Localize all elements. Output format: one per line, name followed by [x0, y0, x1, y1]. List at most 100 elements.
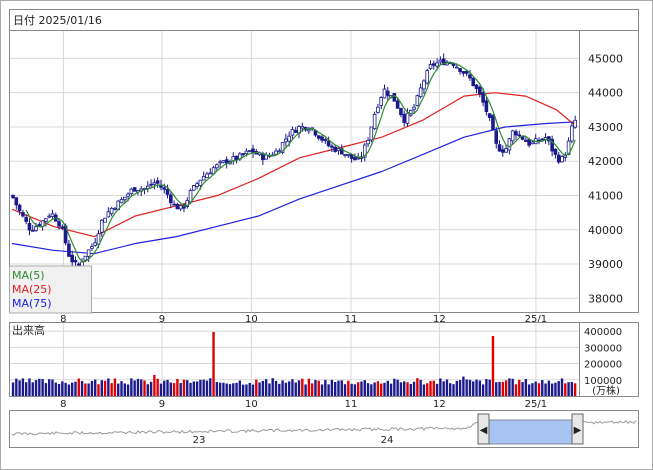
navigator-selected-range[interactable] [485, 419, 573, 445]
candle-body [30, 229, 35, 232]
volume-bar [67, 384, 71, 396]
volume-bar [146, 384, 150, 396]
candle-body [60, 226, 65, 229]
candle-body [76, 263, 81, 266]
volume-bar [51, 379, 54, 396]
volume-bar [310, 383, 314, 396]
volume-bar [570, 381, 574, 396]
volume-bar [472, 381, 475, 396]
volume-bar [550, 383, 554, 396]
candle-body [461, 71, 466, 74]
candle-body [287, 135, 291, 142]
volume-bar [153, 374, 156, 396]
volume-bar [179, 383, 182, 396]
volume-bar [209, 378, 212, 396]
volume-bar [396, 379, 399, 396]
candle-body [129, 188, 134, 194]
price-panel: 45000 44000 43000 42000 41000 40000 39000 38000… [9, 30, 639, 325]
volume-bar [573, 383, 577, 396]
volume-bar [77, 378, 80, 396]
volume-bar [133, 380, 136, 396]
candle-body [425, 70, 430, 84]
price-grid [10, 31, 579, 312]
volume-bar [468, 379, 472, 396]
volume-bar [97, 384, 100, 396]
candle-body [172, 203, 176, 206]
candle-body [34, 226, 38, 231]
candle-body [27, 222, 32, 231]
navigator-year-23: 23 [193, 435, 206, 446]
volume-bar [241, 384, 245, 396]
candle-body [573, 119, 577, 128]
candle-body [293, 129, 298, 133]
candle-body [247, 150, 252, 153]
candle-body [132, 187, 137, 192]
volume-bar [80, 381, 84, 396]
candle-body [70, 254, 74, 263]
ma75-line [11, 121, 578, 255]
volume-bar [350, 383, 353, 396]
volume-bar [274, 380, 278, 396]
candle-body [435, 62, 439, 67]
candle-body [149, 183, 153, 186]
candle-body [428, 64, 433, 70]
candle-body [244, 150, 249, 154]
volume-bar [31, 382, 34, 396]
volume-bar [251, 384, 255, 396]
candle-body [501, 149, 505, 153]
volume-bar [264, 379, 268, 396]
navigator-left-handle[interactable] [477, 413, 490, 445]
volume-bar [449, 383, 452, 396]
price-y-tick: 45000 [588, 52, 623, 65]
volume-bars [11, 331, 577, 396]
volume-panel: 出来高 400000 300000 200000 100000 (万株) [9, 322, 639, 397]
volume-bar [541, 380, 544, 396]
volume-bar [307, 378, 311, 396]
candle-body [524, 139, 528, 142]
volume-bar [317, 380, 320, 396]
volume-bar [409, 383, 412, 396]
candle-body [185, 200, 190, 207]
volume-bar [383, 382, 386, 396]
candle-body [126, 193, 130, 197]
volume-bar [343, 384, 347, 396]
price-y-tick: 42000 [588, 155, 623, 168]
volume-bar [156, 378, 159, 396]
price-y-tick: 41000 [588, 189, 623, 202]
legend-ma25: MA(25) [12, 283, 52, 296]
volume-bar [28, 378, 31, 396]
candle-body [362, 144, 367, 158]
price-y-tick: 38000 [588, 292, 623, 305]
volume-bar [495, 382, 498, 396]
volume-bar [64, 382, 67, 396]
volume-bar [57, 383, 61, 396]
volume-bar [74, 381, 77, 396]
volume-bar [485, 379, 488, 396]
volume-bar [432, 380, 435, 396]
navigator-left-arrow-icon: ◀ [480, 425, 488, 436]
price-x-tick: 10 [245, 314, 258, 325]
candle-body [215, 164, 219, 169]
candle-body [14, 197, 19, 206]
candle-body [415, 95, 420, 106]
candle-body [372, 114, 377, 130]
legend-ma5: MA(5) [12, 269, 45, 282]
volume-bar [70, 382, 74, 396]
volume-bar [347, 380, 350, 396]
candle-body [320, 136, 324, 141]
volume-bar [228, 384, 232, 396]
candle-body [17, 204, 22, 212]
candle-body [93, 242, 98, 246]
volume-bar [554, 382, 557, 396]
range-navigator[interactable]: ◀ ▶ 23 24 [9, 410, 639, 448]
volume-bar [435, 383, 439, 396]
candle-body [550, 138, 554, 152]
ma5-line [25, 61, 576, 263]
candle-body [540, 138, 545, 141]
volume-bar [353, 384, 357, 396]
volume-bar [465, 379, 468, 396]
volume-bar [189, 382, 192, 396]
navigator-right-handle[interactable] [571, 413, 584, 445]
volume-bar [38, 378, 41, 396]
candle-body [57, 221, 61, 227]
